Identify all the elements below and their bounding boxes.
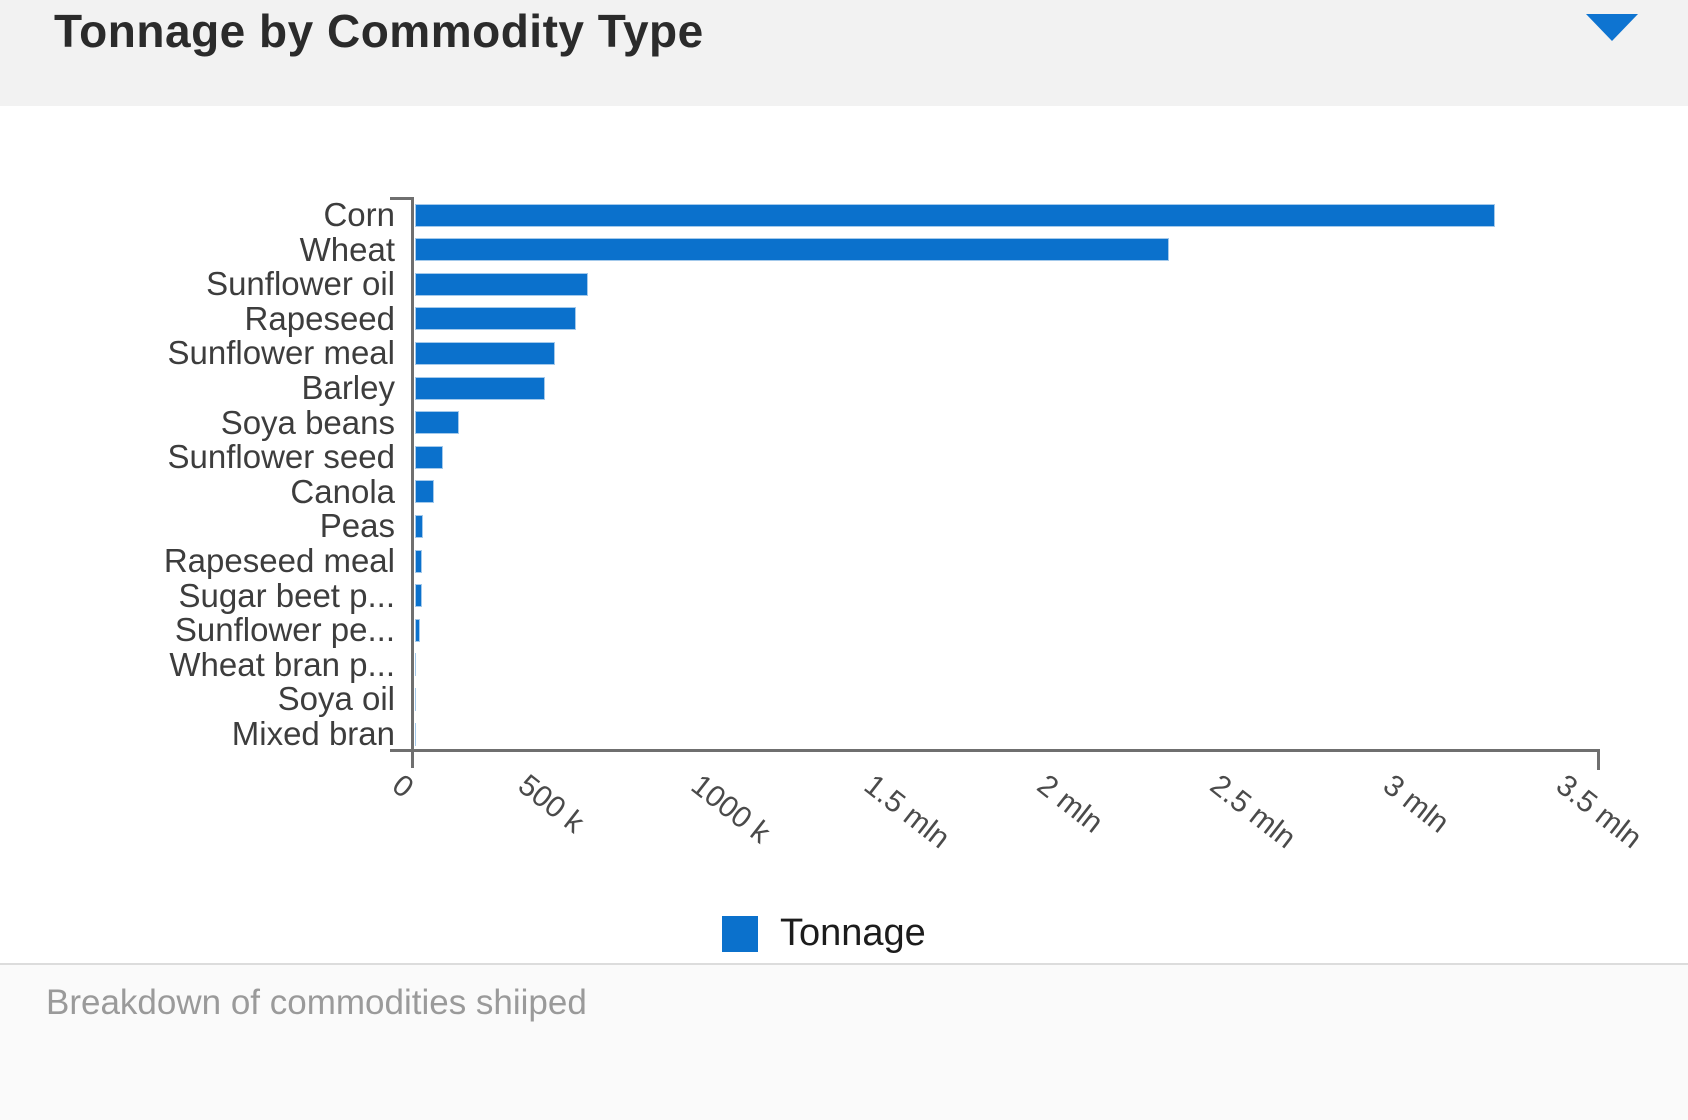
footer-divider (0, 963, 1688, 965)
bar-wheat[interactable] (415, 238, 1170, 262)
category-label-peas: Peas (319, 507, 395, 545)
category-label-soya-oil: Soya oil (277, 680, 395, 718)
category-label-sunflower-oil: Sunflower oil (206, 265, 395, 303)
category-label-rapeseed: Rapeseed (244, 299, 395, 337)
x-tick-label-2-5-mln: 2.5 mln (1203, 768, 1302, 856)
y-axis-line (411, 197, 414, 752)
widget-header: Tonnage by Commodity Type (0, 0, 1688, 106)
x-tick-label-3-5-mln: 3.5 mln (1549, 768, 1648, 856)
category-label-mixed-bran: Mixed bran (231, 715, 395, 752)
bar-sunflower-pe[interactable] (415, 618, 421, 642)
x-axis-line (390, 749, 1600, 752)
bar-sunflower-oil[interactable] (415, 272, 588, 296)
bar-canola[interactable] (415, 480, 435, 504)
bar-sugar-beet-p[interactable] (415, 584, 422, 608)
x-tick-label-0: 0 (385, 768, 420, 805)
bar-barley[interactable] (415, 376, 545, 400)
bar-soya-beans[interactable] (415, 411, 459, 435)
triangle-down-icon (1586, 14, 1638, 41)
category-label-wheat-bran-p: Wheat bran p... (169, 645, 395, 683)
bar-soya-oil[interactable] (415, 687, 416, 711)
category-label-soya-beans: Soya beans (220, 403, 395, 441)
category-label-rapeseed-meal: Rapeseed meal (163, 542, 395, 579)
category-label-sugar-beet-p: Sugar beet p... (178, 576, 395, 614)
bar-wheat-bran-p[interactable] (415, 653, 417, 677)
bar-mixed-bran[interactable] (415, 722, 416, 746)
chart-caption: Breakdown of commodities shiiped (46, 983, 587, 1022)
bar-sunflower-meal[interactable] (415, 341, 556, 365)
category-label-wheat: Wheat (299, 230, 395, 268)
legend-marker-icon (722, 915, 758, 952)
collapse-button[interactable] (1584, 12, 1640, 46)
widget-title: Tonnage by Commodity Type (54, 5, 704, 57)
bar-peas[interactable] (415, 514, 423, 538)
x-tick-label-1-5-mln: 1.5 mln (857, 768, 956, 856)
y-axis-top-cap (390, 197, 414, 200)
category-label-corn: Corn (323, 196, 395, 233)
widget-footer: Breakdown of commodities shiiped (0, 965, 1688, 1120)
bar-corn[interactable] (415, 203, 1495, 227)
bar-rapeseed[interactable] (415, 307, 576, 331)
x-tick-label-1000-k: 1000 k (684, 768, 777, 850)
bar-rapeseed-meal[interactable] (415, 549, 422, 573)
legend-label: Tonnage (780, 912, 926, 954)
x-tick-label-3-mln: 3 mln (1376, 768, 1456, 840)
category-label-sunflower-meal: Sunflower meal (167, 334, 395, 372)
bar-sunflower-seed[interactable] (415, 445, 443, 469)
category-label-sunflower-pe: Sunflower pe... (174, 611, 395, 649)
x-tick-label-2-mln: 2 mln (1030, 768, 1110, 840)
bar-chart: Corn Wheat Sunflower oil Rapeseed Sunflower … (0, 106, 1688, 963)
x-axis-end-cap (1597, 752, 1600, 770)
category-label-barley: Barley (301, 369, 395, 406)
category-label-sunflower-seed: Sunflower seed (167, 438, 395, 476)
category-label-canola: Canola (290, 472, 395, 510)
legend-item-tonnage[interactable]: Tonnage (722, 912, 926, 955)
x-tick-label-500-k: 500 k (511, 768, 591, 840)
x-axis-zero-tick (411, 752, 414, 768)
